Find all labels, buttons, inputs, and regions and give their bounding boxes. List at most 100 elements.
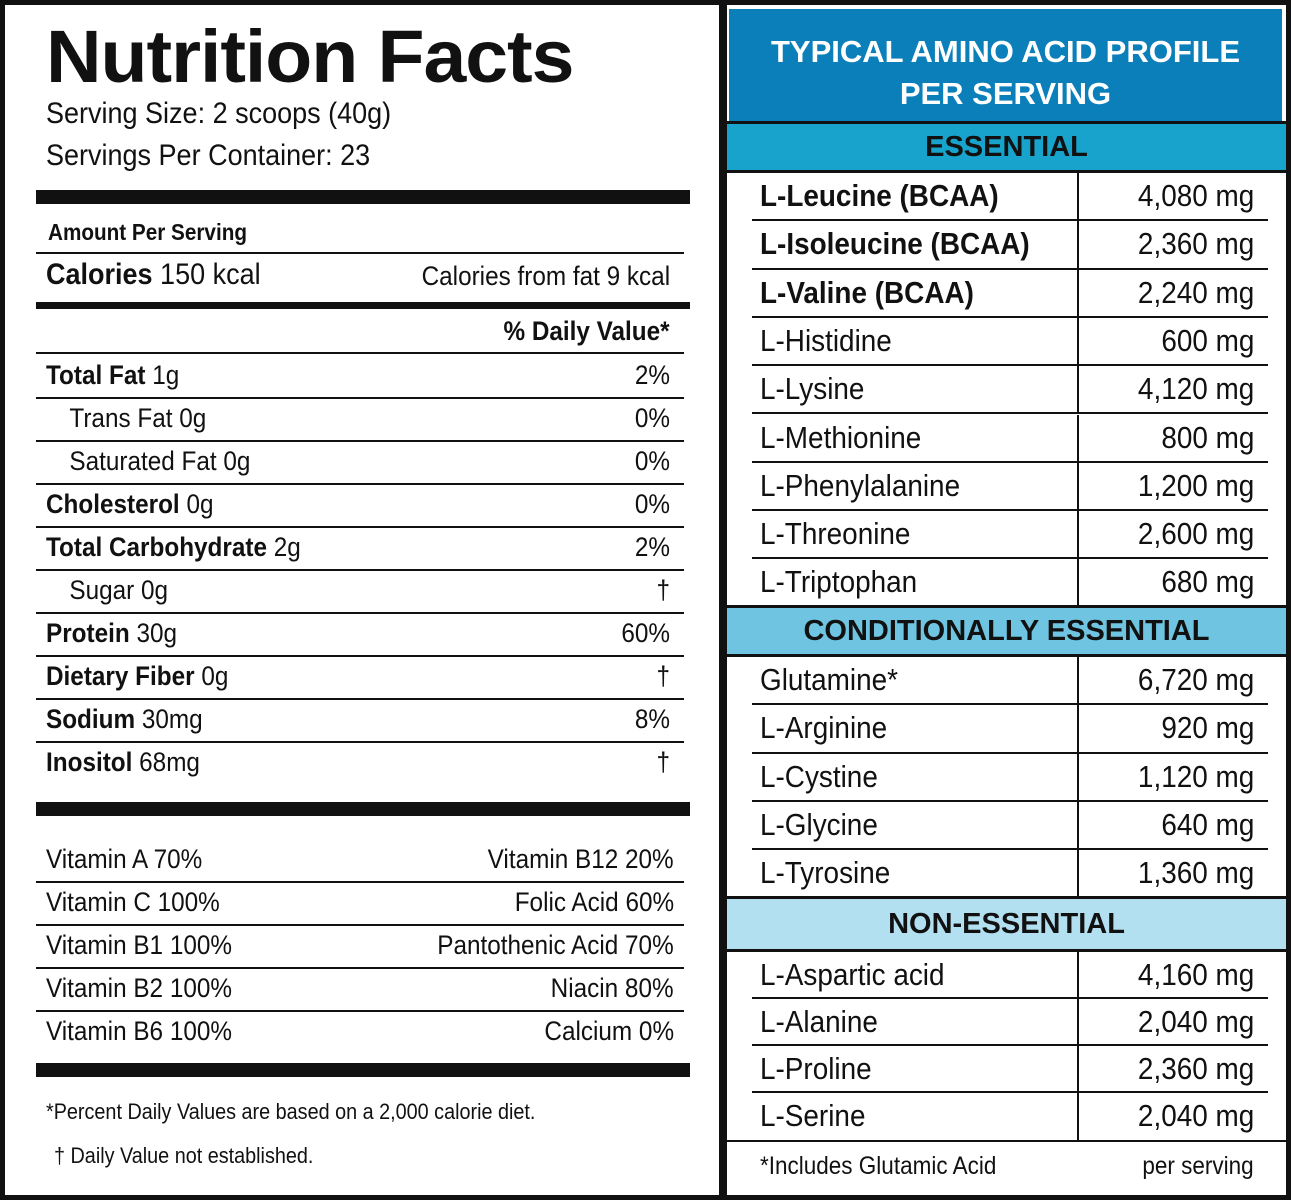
daily-value-header: % Daily Value* [503,316,670,346]
amino-name: L-Isoleucine (BCAA) [760,226,1030,262]
amino-title-line2: PER SERVING [899,76,1112,111]
amino-row: L-Alanine 2,040 mg [727,999,1286,1046]
thick-divider [36,1063,690,1077]
nutrient-name: Total Carbohydrate [46,532,267,562]
amino-row: L-Aspartic acid 4,160 mg [727,952,1286,999]
column-divider [1077,999,1079,1046]
amino-row: L-Isoleucine (BCAA) 2,360 mg [727,221,1286,270]
nutrient-row: Inositol 68mg † [46,747,670,778]
row-divider [752,1091,1268,1093]
column-divider [1077,850,1079,899]
nutrient-row: Trans Fat 0g 0% [46,403,670,434]
nutrient-daily-value: 60% [621,618,670,648]
nutrient-name: Protein [46,618,130,648]
vitamin-right: Pantothenic Acid 70% [437,930,674,960]
amino-name: L-Glycine [760,806,878,842]
amino-name: L-Arginine [760,710,888,746]
amount-per-serving: Amount Per Serving [48,219,247,245]
amino-row: L-Cystine 1,120 mg [727,753,1286,802]
amino-footnote: *Includes Glutamic Acid per serving [727,1140,1286,1190]
vitamin-row: Vitamin B2 100% Niacin 80% [46,973,674,1004]
column-divider [1077,269,1079,318]
amino-value: 2,360 mg [1137,1051,1254,1086]
amino-value: 4,120 mg [1137,371,1254,407]
footnote-dagger: † Daily Value not established. [54,1143,314,1168]
calories-label: Calories [46,258,153,291]
amino-row: L-Methionine 800 mg [727,414,1286,463]
amino-value: 800 mg [1160,419,1254,455]
nutrient-label: Protein 30g [46,618,177,649]
nutrient-label: Inositol 68mg [46,747,200,778]
amino-row: L-Proline 2,360 mg [727,1046,1286,1093]
section-header-essential: ESSENTIAL [727,121,1286,173]
nutrient-label: Total Fat 1g [46,360,179,391]
nutrient-name: Saturated Fat [69,446,217,476]
row-divider [752,460,1268,463]
vitamin-right: Folic Acid 60% [514,887,674,917]
nutrient-daily-value: † [656,661,670,691]
nutrient-daily-value: 0% [634,403,670,433]
nutrient-amount: 30g [136,618,178,648]
nutrient-amount: 0g [201,661,229,691]
divider [36,526,684,528]
nutrient-label: Trans Fat 0g [46,403,206,434]
amino-value: 1,200 mg [1137,467,1254,503]
amino-value: 920 mg [1160,710,1254,746]
nutrient-amount: 0g [223,446,251,476]
vitamin-left: Vitamin B2 100% [46,973,232,1003]
row-divider [752,799,1268,802]
column-divider [1077,705,1079,754]
column-divider [1077,511,1079,560]
row-divider [752,315,1268,318]
nutrient-daily-value: 0% [634,446,670,476]
medium-divider [36,302,690,309]
vitamin-left: Vitamin C 100% [46,887,220,917]
section-header-conditionally-essential: CONDITIONALLY ESSENTIAL [727,605,1286,657]
amino-name: L-Tyrosine [760,855,891,891]
amino-value: 6,720 mg [1137,662,1254,697]
nutrient-daily-value: † [656,575,670,605]
amino-value: 4,160 mg [1137,957,1254,992]
amino-name: L-Aspartic acid [760,957,945,992]
amino-name: L-Phenylalanine [760,467,961,503]
amino-footnote-right: per serving [1142,1152,1254,1180]
amino-name: L-Serine [760,1098,866,1133]
amino-row: L-Histidine 600 mg [727,317,1286,367]
divider [36,698,684,700]
row-divider [752,219,1268,222]
nutrient-row: Sodium 30mg 8% [46,704,670,735]
row-divider [752,997,1268,999]
amino-value: 1,360 mg [1137,855,1254,891]
divider [36,612,684,614]
nutrient-row: Total Carbohydrate 2g 2% [46,532,670,563]
amino-footnote-left: *Includes Glutamic Acid [760,1152,997,1180]
divider [36,924,684,926]
nutrient-name: Sugar [69,575,135,605]
amino-row: L-Lysine 4,120 mg [727,366,1286,415]
row-divider [752,267,1268,270]
vitamin-row: Vitamin C 100% Folic Acid 60% [46,887,674,918]
column-divider [1077,1046,1079,1093]
divider [36,1010,684,1012]
footnote-daily-values: *Percent Daily Values are based on a 2,0… [46,1099,536,1124]
serving-size: Serving Size: 2 scoops (40g) [46,97,392,130]
divider [36,569,684,571]
amino-header: TYPICAL AMINO ACID PROFILE PER SERVING [729,9,1282,121]
amino-value: 2,040 mg [1137,1004,1254,1039]
nutrient-amount: 68mg [139,747,200,777]
divider [36,741,684,743]
vitamin-right: Vitamin B12 20% [488,844,674,874]
row-divider [752,703,1268,706]
amino-row: Glutamine* 6,720 mg [727,657,1286,706]
amino-name: L-Histidine [760,322,892,358]
column-divider [1077,559,1079,608]
calories-value: 150 kcal [160,258,261,291]
column-divider [1077,317,1079,367]
nutrient-row: Sugar 0g † [46,575,670,606]
amino-row: L-Leucine (BCAA) 4,080 mg [727,173,1286,222]
amino-row: L-Valine (BCAA) 2,240 mg [727,269,1286,318]
nutrient-label: Total Carbohydrate 2g [46,532,301,563]
amino-value: 640 mg [1160,806,1254,842]
vitamin-left: Vitamin A 70% [46,844,203,874]
amino-name: L-Cystine [760,758,878,794]
